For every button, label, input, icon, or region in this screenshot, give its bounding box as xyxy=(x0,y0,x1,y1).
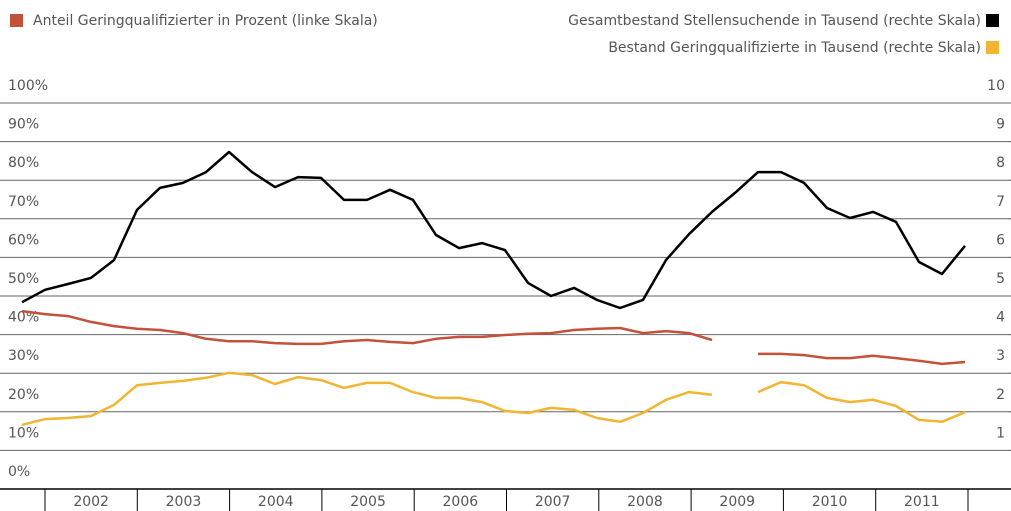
legend-label: Gesamtbestand Stellensuchende in Tausend… xyxy=(568,13,981,29)
series-line xyxy=(21,309,966,366)
y2-tick-label: 6 xyxy=(996,232,1005,248)
x-tick-label: 2005 xyxy=(350,494,386,510)
y2-tick-label: 10 xyxy=(987,78,1005,94)
x-tick-label: 2008 xyxy=(627,494,663,510)
y-tick-label: 0% xyxy=(8,464,30,480)
x-tick-label: 2003 xyxy=(166,494,202,510)
y-tick-label: 80% xyxy=(8,155,39,171)
y-tick-label: 30% xyxy=(8,348,39,364)
series-line xyxy=(21,150,966,310)
y2-tick-label: 9 xyxy=(996,117,1005,133)
y2-tick-label: 4 xyxy=(996,310,1005,326)
x-tick-label: 2004 xyxy=(258,494,294,510)
x-tick-label: 2009 xyxy=(719,494,755,510)
y-tick-label: 20% xyxy=(8,387,39,403)
y-tick-label: 90% xyxy=(8,117,39,133)
x-tick-label: 2011 xyxy=(904,494,940,510)
series-line xyxy=(21,371,966,427)
y2-tick-label: 3 xyxy=(996,348,1005,364)
legend-label: Anteil Geringqualifizierter in Prozent (… xyxy=(33,13,378,29)
y-tick-label: 100% xyxy=(8,78,48,94)
y2-tick-label: 2 xyxy=(996,387,1005,403)
y2-tick-label: 5 xyxy=(996,271,1005,287)
y-tick-label: 60% xyxy=(8,232,39,248)
x-tick-label: 2006 xyxy=(443,494,479,510)
legend-swatch xyxy=(986,41,999,54)
y-tick-label: 50% xyxy=(8,271,39,287)
y2-tick-label: 8 xyxy=(996,155,1005,171)
x-tick-label: 2007 xyxy=(535,494,571,510)
x-tick-label: 2010 xyxy=(812,494,848,510)
x-tick-label: 2002 xyxy=(73,494,109,510)
legend-label: Bestand Geringqualifizierte in Tausend (… xyxy=(608,40,981,56)
legend-swatch xyxy=(10,14,23,27)
y2-tick-label: 1 xyxy=(996,425,1005,441)
y-tick-label: 10% xyxy=(8,425,39,441)
y-tick-label: 40% xyxy=(8,310,39,326)
y2-tick-label: 7 xyxy=(996,194,1005,210)
y-tick-label: 70% xyxy=(8,194,39,210)
legend-swatch xyxy=(986,14,999,27)
